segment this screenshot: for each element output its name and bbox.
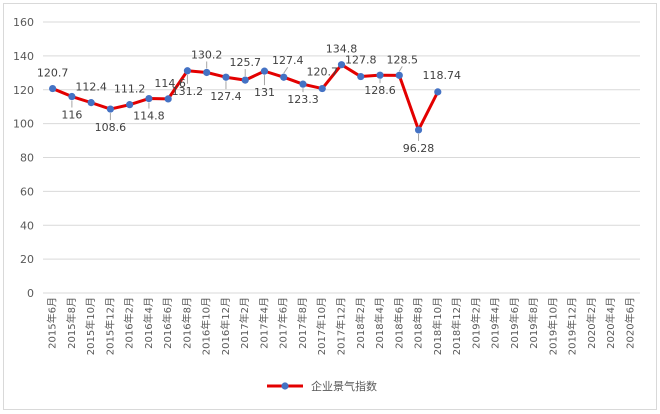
- y-tick-label: 40: [20, 219, 34, 232]
- y-tick-label: 140: [13, 50, 34, 63]
- data-label: 116: [61, 109, 82, 122]
- legend-marker-swatch: [281, 382, 289, 390]
- data-point: [299, 80, 307, 88]
- x-tick-label: 2016年6月: [161, 297, 174, 349]
- data-label-leader: [398, 66, 403, 72]
- data-label: 127.8: [345, 54, 377, 67]
- y-tick-label: 0: [27, 287, 34, 300]
- data-point: [49, 84, 57, 93]
- x-tick-label: 2017年10月: [315, 297, 328, 355]
- x-tick-label: 2019年2月: [469, 297, 482, 349]
- data-label: 114.6: [154, 77, 186, 90]
- data-label: 111.2: [114, 83, 146, 96]
- data-point: [318, 84, 326, 93]
- data-label: 128.6: [364, 84, 396, 97]
- data-label: 128.5: [387, 53, 419, 66]
- chart-frame: [3, 3, 657, 410]
- data-label: 127.4: [272, 54, 304, 67]
- data-point: [434, 88, 442, 96]
- data-label-leaders: [71, 61, 420, 141]
- data-point: [414, 126, 423, 134]
- x-tick-label: 2017年12月: [335, 297, 348, 355]
- x-tick-label: 2016年8月: [180, 297, 193, 349]
- x-tick-label: 2019年8月: [527, 297, 540, 349]
- x-tick-label: 2019年4月: [489, 297, 502, 349]
- data-point: [241, 76, 249, 84]
- data-label: 120.7: [306, 66, 338, 79]
- x-tick-label: 2016年2月: [123, 297, 136, 349]
- data-label: 130.2: [191, 48, 223, 61]
- x-tick-label: 2019年10月: [546, 297, 559, 355]
- x-tick-label: 2017年2月: [238, 297, 251, 349]
- data-label: 131.2: [172, 85, 204, 98]
- x-tick-label: 2017年8月: [296, 297, 309, 349]
- data-point: [203, 68, 211, 77]
- x-tick-label: 2018年2月: [354, 297, 367, 349]
- legend: 企业景气指数: [267, 379, 377, 393]
- data-point: [87, 99, 95, 107]
- x-axis-tick-labels: 2015年6月 2015年8月 2015年10月 2015年12月 2016年2月 201…: [46, 297, 637, 355]
- x-tick-label: 2018年8月: [412, 297, 425, 349]
- x-tick-label: 2015年6月: [46, 297, 59, 349]
- data-point: [164, 95, 172, 103]
- x-tick-label: 2020年6月: [623, 297, 636, 349]
- gridlines: [43, 21, 640, 294]
- x-tick-label: 2017年6月: [277, 297, 290, 349]
- data-point: [280, 73, 288, 81]
- y-axis-tick-labels: 0 20 40 60 80 100 120 140 160: [13, 16, 34, 300]
- data-label: 108.6: [95, 121, 127, 134]
- x-tick-label: 2019年6月: [508, 297, 521, 349]
- data-point: [395, 71, 403, 79]
- y-tick-label: 120: [13, 84, 34, 97]
- data-point: [337, 61, 346, 69]
- y-tick-label: 60: [20, 185, 34, 198]
- data-label: 118.74: [423, 69, 462, 82]
- x-tick-label: 2016年12月: [219, 297, 232, 355]
- y-tick-label: 80: [20, 152, 34, 165]
- data-point: [376, 71, 384, 79]
- data-point: [222, 73, 230, 81]
- data-label: 96.28: [403, 142, 435, 155]
- data-label: 114.8: [133, 110, 165, 123]
- data-label-leader: [283, 66, 289, 74]
- y-tick-label: 20: [20, 253, 34, 266]
- x-tick-label: 2016年4月: [142, 297, 155, 349]
- x-tick-label: 2015年8月: [65, 297, 78, 349]
- data-label: 131: [254, 86, 275, 99]
- data-point: [145, 94, 153, 103]
- data-point: [357, 72, 365, 81]
- x-tick-label: 2018年4月: [373, 297, 386, 349]
- x-tick-label: 2018年10月: [431, 297, 444, 355]
- data-point: [106, 105, 115, 113]
- x-tick-label: 2015年10月: [84, 297, 97, 355]
- x-tick-label: 2016年10月: [200, 297, 213, 355]
- x-tick-label: 2017年4月: [257, 297, 270, 349]
- data-label: 123.3: [287, 93, 319, 106]
- data-label: 112.4: [75, 81, 107, 94]
- data-point: [68, 92, 76, 101]
- data-label: 125.7: [229, 56, 261, 69]
- legend-label: 企业景气指数: [311, 379, 377, 393]
- data-point: [260, 67, 269, 75]
- data-label: 134.8: [326, 43, 358, 56]
- x-tick-label: 2015年12月: [103, 297, 116, 355]
- x-tick-label: 2019年12月: [566, 297, 579, 355]
- x-tick-label: 2020年4月: [604, 297, 617, 349]
- data-point: [126, 101, 134, 109]
- series-markers: [49, 61, 442, 134]
- data-point: [183, 67, 192, 75]
- data-label: 127.4: [210, 90, 242, 103]
- x-tick-label: 2020年2月: [585, 297, 598, 349]
- y-tick-label: 100: [13, 118, 34, 131]
- data-label: 120.7: [37, 67, 69, 80]
- x-tick-label: 2018年12月: [450, 297, 463, 355]
- x-tick-label: 2018年6月: [392, 297, 405, 349]
- y-tick-label: 160: [13, 16, 34, 29]
